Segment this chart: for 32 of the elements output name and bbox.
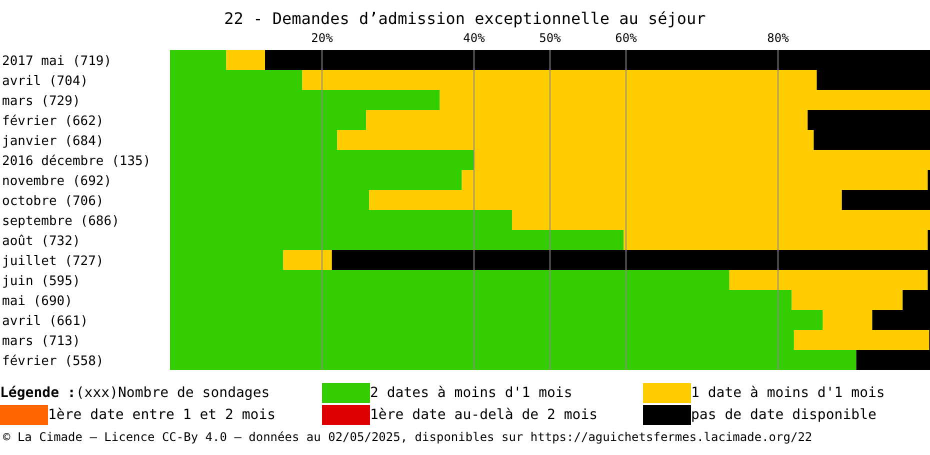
bar bbox=[226, 50, 265, 70]
legend-label: 2 dates à moins d'1 mois bbox=[370, 385, 572, 401]
legend-label: 1ère date au-delà de 2 mois bbox=[370, 407, 598, 423]
y-tick-label: janvier (684) bbox=[2, 134, 104, 149]
y-tick-label: février (662) bbox=[2, 114, 104, 129]
legend-label: 1ère date entre 1 et 2 mois bbox=[48, 407, 276, 423]
y-tick-label: mars (729) bbox=[2, 94, 80, 109]
legend-title: Légende : bbox=[0, 385, 76, 401]
y-tick-label: 2017 mai (719) bbox=[2, 54, 112, 69]
y-tick-label: juillet (727) bbox=[2, 254, 104, 269]
text: © La Cimade – Licence CC-By 4.0 – données au 02/05/2025, disponibles sur https://aguichetsfermes.lacimade.org/22 bbox=[2, 430, 814, 444]
y-tick-label: mai (690) bbox=[2, 294, 72, 309]
y-tick-label: février (558) bbox=[2, 354, 104, 369]
y-tick-label: mars (713) bbox=[2, 334, 80, 349]
y-tick-label: juin (595) bbox=[2, 274, 80, 289]
y-tick-label: août (732) bbox=[2, 234, 80, 249]
y-tick-label: novembre (692) bbox=[2, 174, 112, 189]
legend-label: 1 date à moins d'1 mois bbox=[691, 385, 885, 401]
chart-title: 22 - Demandes d’admission exceptionnelle au séjour bbox=[223, 8, 707, 30]
text: (xxx)Nombre de sondages bbox=[76, 385, 270, 401]
y-tick-label: octobre (706) bbox=[2, 194, 104, 209]
y-tick-label: avril (704) bbox=[2, 74, 88, 89]
x-tick-label: 80% bbox=[767, 31, 790, 45]
y-tick-label: septembre (686) bbox=[2, 214, 120, 229]
x-tick-label: 50% bbox=[539, 31, 562, 45]
y-tick-label: avril (661) bbox=[2, 314, 88, 329]
x-tick-label: 60% bbox=[615, 31, 638, 45]
x-tick-label: 40% bbox=[463, 31, 486, 45]
bar bbox=[283, 250, 332, 270]
x-tick-label: 20% bbox=[311, 31, 334, 45]
legend-label: pas de date disponible bbox=[691, 407, 876, 423]
y-tick-label: 2016 décembre (135) bbox=[2, 154, 151, 169]
